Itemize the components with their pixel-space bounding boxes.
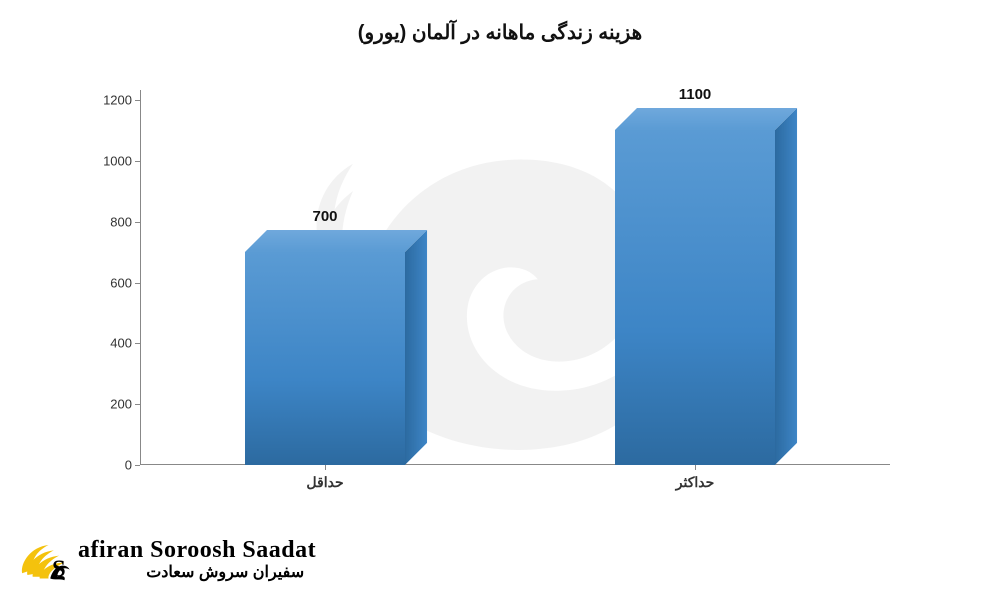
y-axis xyxy=(140,90,141,465)
brand-logo: S afiran Soroosh Saadat سفیران سروش سعاد… xyxy=(18,537,316,582)
bar-top xyxy=(615,108,797,130)
logo-text-latin: afiran Soroosh Saadat xyxy=(78,537,316,564)
y-tick-mark xyxy=(135,161,140,162)
y-tick-mark xyxy=(135,100,140,101)
bar-side xyxy=(405,230,427,465)
bar: 700 xyxy=(245,252,405,465)
wing-icon: S xyxy=(18,538,72,582)
bar-value-label: 1100 xyxy=(615,86,775,103)
plot-area: 020040060080010001200700حداقل1100حداکثر xyxy=(140,100,880,465)
x-tick-mark xyxy=(695,465,696,470)
x-tick-label: حداقل xyxy=(306,474,343,491)
bar: 1100 xyxy=(615,130,775,465)
y-tick-label: 600 xyxy=(90,275,132,290)
bar-front xyxy=(245,252,405,465)
x-tick-label: حداکثر xyxy=(676,474,715,491)
logo-text-persian: سفیران سروش سعادت xyxy=(78,562,304,582)
bar-top xyxy=(245,230,427,252)
y-tick-label: 1200 xyxy=(90,93,132,108)
y-tick-label: 800 xyxy=(90,214,132,229)
y-tick-mark xyxy=(135,343,140,344)
bar-side xyxy=(775,108,797,465)
y-tick-label: 0 xyxy=(90,458,132,473)
y-tick-mark xyxy=(135,404,140,405)
bar-front xyxy=(615,130,775,465)
x-tick-mark xyxy=(325,465,326,470)
y-tick-mark xyxy=(135,465,140,466)
y-tick-mark xyxy=(135,283,140,284)
y-tick-label: 200 xyxy=(90,397,132,412)
y-tick-mark xyxy=(135,222,140,223)
bar-value-label: 700 xyxy=(245,208,405,225)
y-tick-label: 400 xyxy=(90,336,132,351)
y-tick-label: 1000 xyxy=(90,153,132,168)
chart-title: هزینه زندگی ماهانه در آلمان (یورو) xyxy=(358,20,642,45)
svg-text:S: S xyxy=(52,555,66,581)
